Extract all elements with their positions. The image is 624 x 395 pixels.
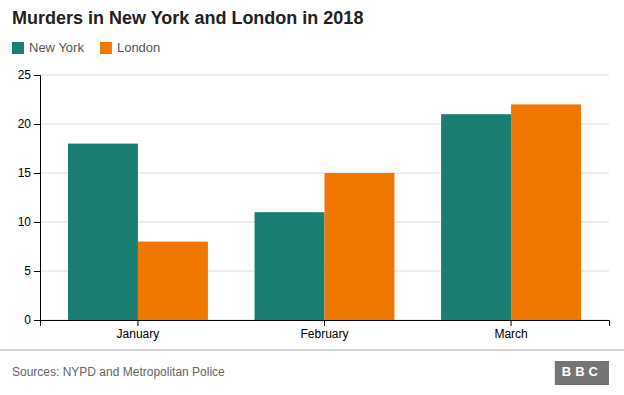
title: Murders in New York and London in 2018 bbox=[12, 8, 363, 28]
tick: 10 bbox=[18, 215, 40, 229]
legend-swatch bbox=[12, 42, 24, 54]
tick-mark bbox=[34, 320, 40, 321]
tick-mark bbox=[137, 320, 138, 326]
bar bbox=[138, 242, 208, 320]
tick: March bbox=[494, 320, 527, 341]
tick-label: January bbox=[117, 327, 160, 341]
tick: 5 bbox=[24, 264, 40, 278]
legend-label: New York bbox=[29, 40, 84, 55]
bar bbox=[511, 104, 581, 320]
bar-series bbox=[68, 114, 511, 320]
tick-mark bbox=[34, 75, 40, 76]
x-axis: January February March bbox=[41, 320, 610, 341]
tick-label: February bbox=[300, 327, 348, 341]
tick-label: 10 bbox=[18, 215, 32, 229]
tick-label: 15 bbox=[18, 166, 32, 180]
bar-series bbox=[138, 104, 581, 320]
tick: January bbox=[117, 320, 160, 341]
footnote: Sources: NYPD and Metropolitan Police bbox=[12, 365, 225, 379]
tick-label: March bbox=[494, 327, 527, 341]
badge-box bbox=[555, 361, 609, 385]
tick-label: 5 bbox=[24, 264, 31, 278]
legend-swatch bbox=[100, 42, 112, 54]
tick-mark bbox=[34, 173, 40, 174]
tick-mark bbox=[34, 271, 40, 272]
bar bbox=[255, 212, 325, 320]
legend-item: New York bbox=[12, 40, 84, 55]
axis-line bbox=[34, 76, 41, 321]
tick: February bbox=[300, 320, 348, 341]
tick-label: 25 bbox=[18, 68, 32, 82]
badge-label: BBC bbox=[562, 364, 602, 379]
y-axis: 0 5 10 15 20 25 bbox=[18, 68, 41, 327]
bars bbox=[68, 104, 581, 320]
chart: Murders in New York and London in 2018 0 5… bbox=[0, 0, 624, 395]
tick: 20 bbox=[18, 117, 40, 131]
legend-label: London bbox=[117, 40, 160, 55]
tick: 15 bbox=[18, 166, 40, 180]
bar bbox=[441, 114, 511, 320]
tick: 0 bbox=[24, 313, 40, 327]
tick-label: 0 bbox=[24, 313, 31, 327]
plot: 0 5 10 15 20 25 January February March bbox=[18, 68, 610, 340]
legend-item: London bbox=[100, 40, 160, 55]
tick-mark bbox=[511, 320, 512, 326]
footer-rule bbox=[0, 350, 624, 351]
badge: BBC bbox=[555, 361, 609, 385]
bar bbox=[325, 173, 395, 320]
tick-mark bbox=[34, 222, 40, 223]
tick-mark bbox=[324, 320, 325, 326]
tick: 25 bbox=[18, 68, 40, 82]
axis-line bbox=[41, 321, 610, 327]
grid bbox=[40, 75, 609, 320]
tick-mark bbox=[34, 124, 40, 125]
bar bbox=[68, 144, 138, 320]
tick-label: 20 bbox=[18, 117, 32, 131]
grid-line bbox=[40, 75, 609, 76]
legend: New York London bbox=[12, 40, 160, 55]
